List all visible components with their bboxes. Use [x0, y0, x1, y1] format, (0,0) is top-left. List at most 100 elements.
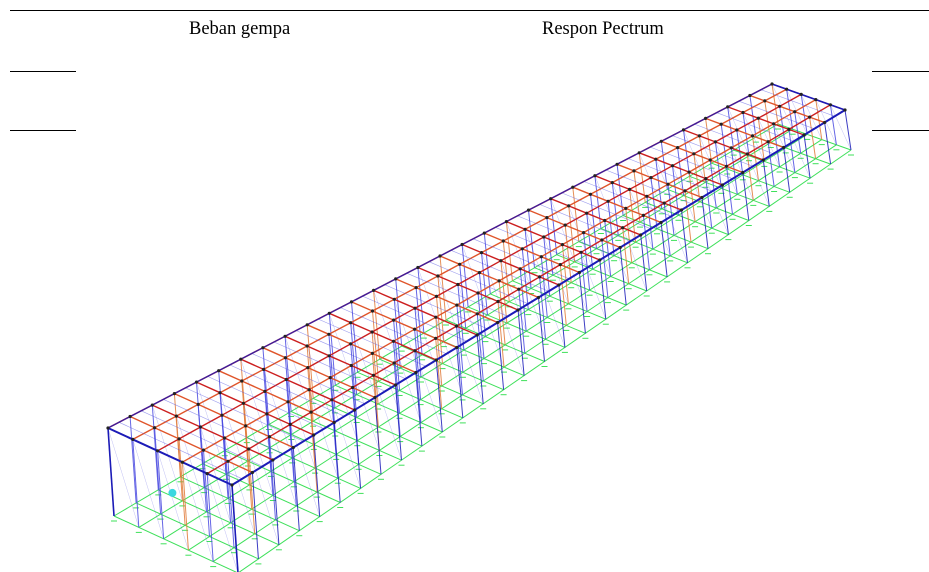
joint [662, 201, 666, 205]
joint [482, 231, 486, 235]
joint [434, 294, 439, 298]
column [688, 172, 696, 222]
roof-joist [163, 399, 188, 411]
column [714, 141, 722, 189]
roof-joist [736, 159, 754, 167]
column [497, 322, 505, 390]
roof-joist [361, 316, 384, 327]
brace [705, 178, 729, 235]
roof-joist [207, 376, 232, 388]
joint [312, 433, 316, 437]
column [629, 189, 637, 243]
roof-beam [152, 404, 177, 417]
column [684, 190, 692, 243]
roof-beam [731, 147, 748, 155]
roof-joist [208, 398, 233, 410]
column [829, 104, 837, 145]
roof-beam [655, 158, 673, 167]
roof-beam [306, 345, 330, 357]
joint [539, 255, 543, 259]
column [660, 141, 668, 190]
brace [663, 203, 688, 263]
roof-beam [196, 381, 221, 394]
roof-beam [562, 243, 582, 253]
joint [517, 287, 521, 291]
joint [785, 87, 789, 91]
column [709, 159, 717, 209]
column [578, 272, 586, 334]
roof-beam [266, 413, 291, 426]
joint [726, 105, 730, 109]
roof-beam [456, 304, 478, 315]
roof-joist [627, 158, 646, 166]
joint [567, 204, 571, 208]
joint [476, 291, 480, 295]
roof-joist [466, 319, 488, 330]
roof-beam [484, 232, 504, 242]
roof-joist [446, 310, 468, 321]
roof-joist [185, 387, 210, 399]
roof-beam [227, 460, 253, 474]
joint [261, 346, 265, 350]
roof-beam [758, 117, 774, 125]
joint [373, 395, 377, 400]
brace [506, 221, 532, 289]
joint [327, 332, 331, 336]
base-beam [268, 424, 382, 475]
joint [600, 238, 604, 242]
joint [332, 420, 336, 425]
joint [787, 127, 791, 131]
roof-joist [666, 153, 684, 160]
joint [309, 410, 313, 414]
joint [588, 192, 593, 196]
brace [655, 159, 679, 216]
column [456, 347, 464, 418]
roof-joist [790, 100, 806, 106]
column [521, 248, 529, 310]
joint [283, 356, 287, 360]
joint [501, 239, 505, 243]
roof-beam [287, 401, 312, 413]
roof-beam [245, 425, 270, 438]
roof-joist [511, 254, 531, 264]
roof-joist [253, 397, 278, 409]
roof-beam [372, 310, 394, 321]
roof-beam [477, 313, 498, 324]
column [640, 234, 648, 292]
joint [536, 295, 541, 300]
joint [414, 286, 418, 290]
base-beam [290, 411, 402, 461]
base-beam [622, 215, 709, 250]
column [500, 260, 508, 324]
brace [240, 359, 270, 448]
column [677, 147, 685, 196]
roof-joist [535, 223, 555, 232]
column [590, 194, 597, 249]
roof-joist [601, 188, 619, 196]
brace [206, 473, 238, 572]
brace [594, 175, 619, 236]
brace [830, 104, 852, 151]
column [132, 439, 140, 528]
joint [670, 164, 675, 168]
joint [455, 345, 459, 350]
joint [392, 297, 396, 301]
joint [393, 383, 398, 387]
roof-beam [616, 163, 635, 172]
roof-beam [720, 123, 738, 131]
roof-beam [749, 94, 766, 102]
roof-joist [425, 302, 447, 312]
roof-beam [646, 195, 665, 204]
roof-joist [572, 238, 592, 247]
column [815, 99, 823, 140]
roof-beam [178, 438, 204, 451]
roof-joist [597, 207, 616, 215]
joint [283, 334, 287, 338]
roof-joist [252, 374, 276, 386]
joint [645, 194, 649, 198]
roof-beam [224, 437, 249, 450]
joint [750, 134, 755, 138]
roof-joist [230, 386, 255, 398]
roof-joist [509, 274, 530, 284]
roof-beam [240, 358, 264, 371]
